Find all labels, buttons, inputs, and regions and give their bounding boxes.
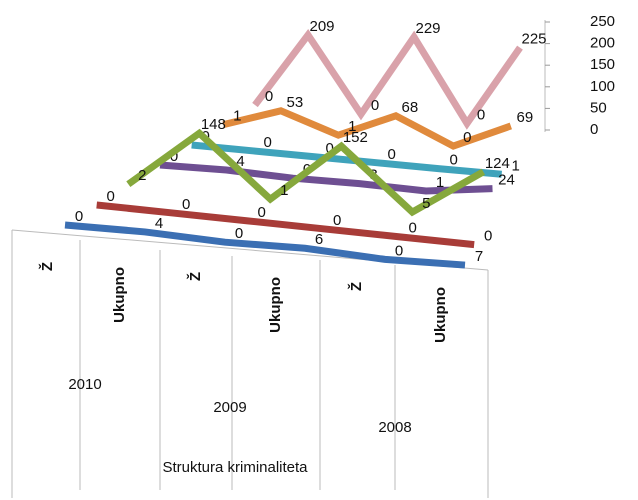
data-label: 0 [75, 208, 83, 225]
data-label: 0 [484, 228, 492, 245]
data-label: 0 [387, 146, 395, 163]
y-tick-label: 150 [590, 56, 615, 73]
data-label: 53 [286, 94, 303, 111]
series-line [191, 141, 502, 178]
data-label: 148 [201, 116, 226, 133]
x-tick-label: Ž [347, 282, 365, 291]
series-line [96, 201, 475, 249]
data-label: 1 [280, 182, 288, 199]
x-axis-title: Struktura kriminaliteta [162, 459, 308, 476]
x-tick-label: Ž [38, 262, 56, 271]
y-tick-label: 250 [590, 13, 615, 30]
data-label: 0 [395, 242, 403, 259]
data-label: 0 [449, 152, 457, 169]
series-line [159, 161, 493, 195]
data-label: 4 [236, 153, 244, 170]
data-label: 1 [511, 157, 519, 174]
x-tick-label: Ukupno [432, 287, 449, 343]
series-line [126, 128, 486, 217]
data-label: 0 [235, 225, 243, 242]
x-tick-label: Ukupno [111, 267, 128, 323]
data-label: 209 [309, 18, 334, 35]
data-label: 0 [263, 134, 271, 151]
data-label: 152 [343, 129, 368, 146]
data-label: 1 [233, 108, 241, 125]
data-label: 0 [477, 106, 485, 123]
data-label: 4 [155, 215, 163, 232]
data-label: 1 [348, 118, 356, 135]
data-label: 0 [265, 88, 273, 105]
group-label: 2009 [213, 399, 246, 416]
data-label: 0 [463, 129, 471, 146]
data-label: 0 [325, 140, 333, 157]
data-label: 68 [401, 99, 418, 116]
data-label: 24 [498, 172, 515, 189]
data-label: 5 [422, 195, 430, 212]
x-tick-label: Ž [186, 272, 204, 281]
y-tick-label: 50 [590, 99, 607, 116]
group-label: 2008 [378, 419, 411, 436]
series-line [64, 221, 466, 269]
data-label: 1 [436, 174, 444, 191]
floor-frame [11, 20, 546, 498]
data-label: 0 [182, 196, 190, 213]
data-label: 229 [415, 20, 440, 37]
data-label: 0 [333, 212, 341, 229]
y-tick-label: 200 [590, 35, 615, 52]
series-line [222, 107, 512, 150]
y-tick-label: 0 [590, 121, 598, 138]
data-label: 0 [106, 188, 114, 205]
data-label: 0 [408, 220, 416, 237]
x-tick-label: Ukupno [267, 277, 284, 333]
data-label: 6 [315, 231, 323, 248]
data-label: 0 [170, 148, 178, 165]
data-label: 2 [138, 167, 146, 184]
data-label: 69 [516, 109, 533, 126]
group-label: 2010 [68, 376, 101, 393]
data-label: 0 [371, 97, 379, 114]
data-label: 7 [475, 248, 483, 265]
y-tick-label: 100 [590, 78, 615, 95]
data-label: 0 [257, 204, 265, 221]
data-label: 124 [485, 155, 510, 172]
data-label: 225 [521, 31, 546, 48]
series-line [252, 28, 523, 130]
